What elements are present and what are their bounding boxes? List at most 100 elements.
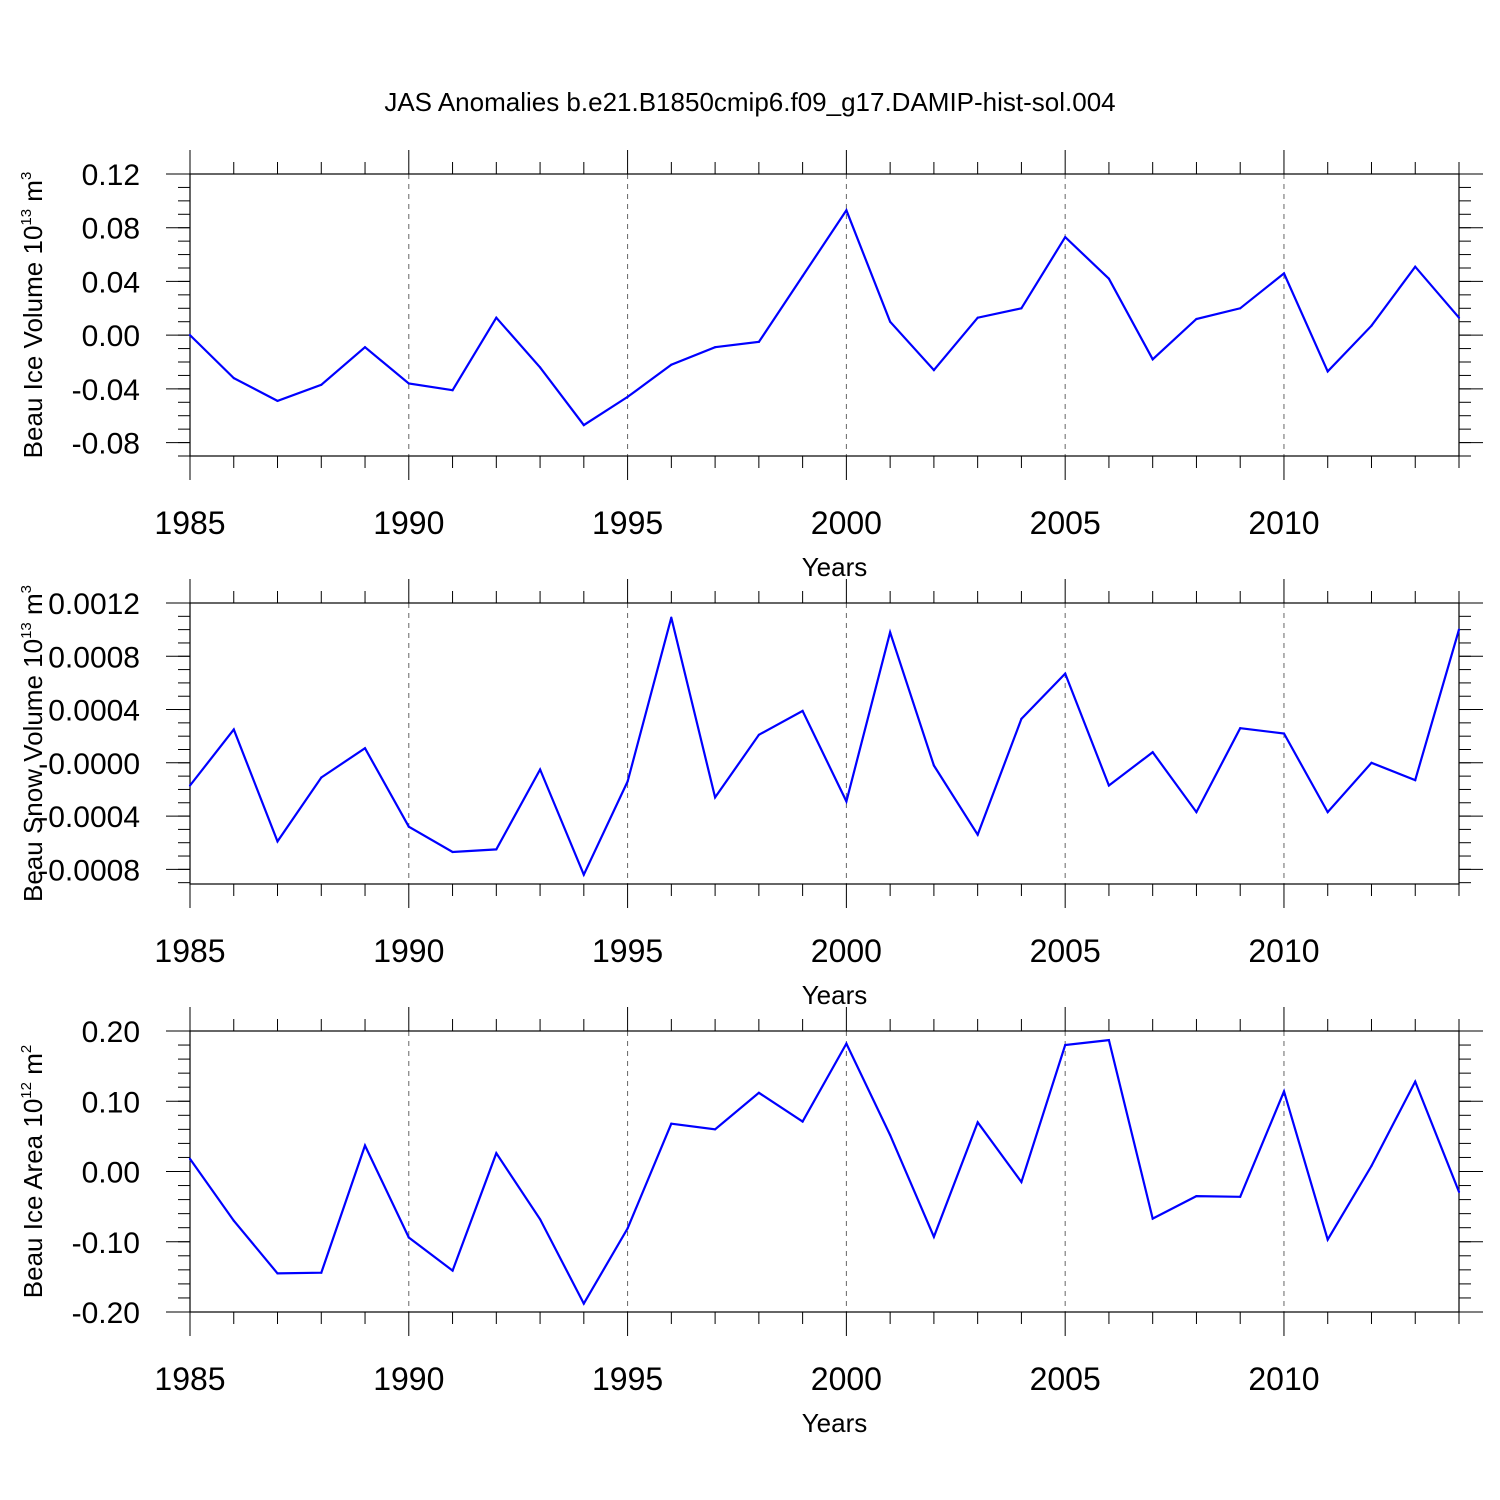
y-tick-label: -0.0008 (38, 854, 140, 887)
data-point (495, 848, 498, 851)
data-line-snow-volume (189, 617, 1461, 878)
data-point (1370, 324, 1373, 327)
data-point (276, 1272, 279, 1275)
y-axis-label: Beau Ice Volume 1013 m3 (18, 172, 48, 459)
data-point (276, 840, 279, 843)
data-point (1282, 1090, 1286, 1093)
data-point (714, 346, 717, 349)
data-point (1151, 358, 1154, 361)
data-point (889, 1133, 892, 1137)
x-tick-label: 1985 (154, 1361, 225, 1397)
plot-frame (189, 602, 1460, 885)
data-point (407, 382, 410, 385)
data-point (932, 369, 936, 372)
data-point (320, 1271, 323, 1274)
data-point (1326, 811, 1329, 814)
data-point (451, 850, 454, 854)
data-point (626, 1227, 629, 1230)
x-tick-label: 2005 (1030, 933, 1101, 969)
y-tick-label: 0.10 (82, 1086, 140, 1119)
data-point (845, 800, 848, 803)
data-point (801, 275, 804, 278)
x-tick-label: 1985 (154, 933, 225, 969)
x-tick-label: 1995 (592, 1361, 663, 1397)
data-point (320, 776, 323, 779)
data-point (976, 316, 979, 319)
y-tick-label: -0.10 (72, 1227, 140, 1260)
data-point (1064, 1043, 1067, 1047)
y-tick-label: -0.08 (72, 428, 140, 461)
data-point (495, 1152, 498, 1155)
data-point (1195, 811, 1198, 814)
data-point (1107, 1039, 1110, 1042)
data-point (539, 366, 542, 369)
data-point (1370, 761, 1373, 764)
y-tick-label: -0.0004 (38, 801, 140, 834)
data-point (1239, 307, 1242, 310)
y-tick-label: -0.04 (72, 374, 140, 407)
x-axis-label: Years (802, 1408, 868, 1438)
data-point (845, 209, 848, 212)
data-point (1414, 779, 1417, 782)
y-tick-label: 0.12 (82, 159, 140, 192)
y-tick-label: -0.0000 (38, 748, 140, 781)
data-point (451, 389, 454, 392)
data-point (1239, 727, 1242, 730)
data-line-ice-volume (189, 207, 1460, 427)
y-axis-label: Beau Snow Volume 1013 m3 (18, 585, 48, 902)
y-tick-label: 0.0012 (48, 588, 140, 621)
data-point (232, 1219, 235, 1222)
x-axis-label: Years (802, 552, 868, 582)
data-point (1282, 272, 1286, 275)
data-point (1107, 277, 1110, 280)
data-point (1195, 317, 1198, 321)
data-point (1064, 236, 1067, 239)
data-point (495, 316, 498, 319)
data-point (1326, 370, 1329, 373)
data-point (188, 334, 192, 337)
data-point (363, 346, 367, 349)
y-tick-label: 0.0004 (48, 695, 140, 728)
data-point (276, 399, 279, 402)
data-point (1020, 717, 1023, 721)
data-point (582, 873, 585, 876)
x-tick-label: 2010 (1248, 933, 1319, 969)
data-point (188, 1157, 192, 1160)
x-tick-label: 2000 (811, 505, 882, 541)
data-point (232, 377, 235, 380)
data-point (976, 833, 979, 836)
data-point (801, 709, 804, 713)
panel-ice-volume: -0.08 -0.04 0.00 0.04 0.08 0.12 1985 1990 1995 20… (18, 150, 1483, 582)
data-point (1282, 732, 1286, 735)
data-point (626, 780, 629, 783)
data-point (407, 825, 410, 828)
data-point (889, 631, 892, 634)
data-point (1195, 1195, 1198, 1198)
data-point (363, 1144, 367, 1147)
y-tick-label: 0.08 (82, 213, 140, 246)
x-tick-label: 2005 (1030, 505, 1101, 541)
data-point (626, 395, 629, 398)
x-tick-label: 1985 (154, 505, 225, 541)
x-tick-label: 2000 (811, 1361, 882, 1397)
data-point (1064, 672, 1067, 675)
panel-ice-area: -0.20 -0.10 0.00 0.10 0.20 1985 1990 1995 2000 20… (18, 1007, 1483, 1438)
data-point (539, 1218, 542, 1221)
x-tick-label: 1990 (373, 505, 444, 541)
data-point (670, 616, 673, 619)
x-tick-label: 2005 (1030, 1361, 1101, 1397)
data-point (845, 1042, 848, 1045)
x-tick-label: 1995 (592, 933, 663, 969)
x-tick-label: 2010 (1248, 505, 1319, 541)
x-tick-label: 2000 (811, 933, 882, 969)
data-point (451, 1269, 454, 1272)
plot-frame (189, 173, 1460, 457)
data-point (714, 796, 717, 799)
data-point (1414, 1080, 1417, 1083)
panel-snow-volume: -0.0008 -0.0004 -0.0000 0.0004 0.0008 0.0012 1… (18, 579, 1483, 1010)
x-tick-label: 1995 (592, 505, 663, 541)
y-axis-label: Beau Ice Area 1012 m2 (18, 1045, 48, 1298)
data-point (976, 1121, 979, 1124)
data-point (1457, 628, 1461, 631)
